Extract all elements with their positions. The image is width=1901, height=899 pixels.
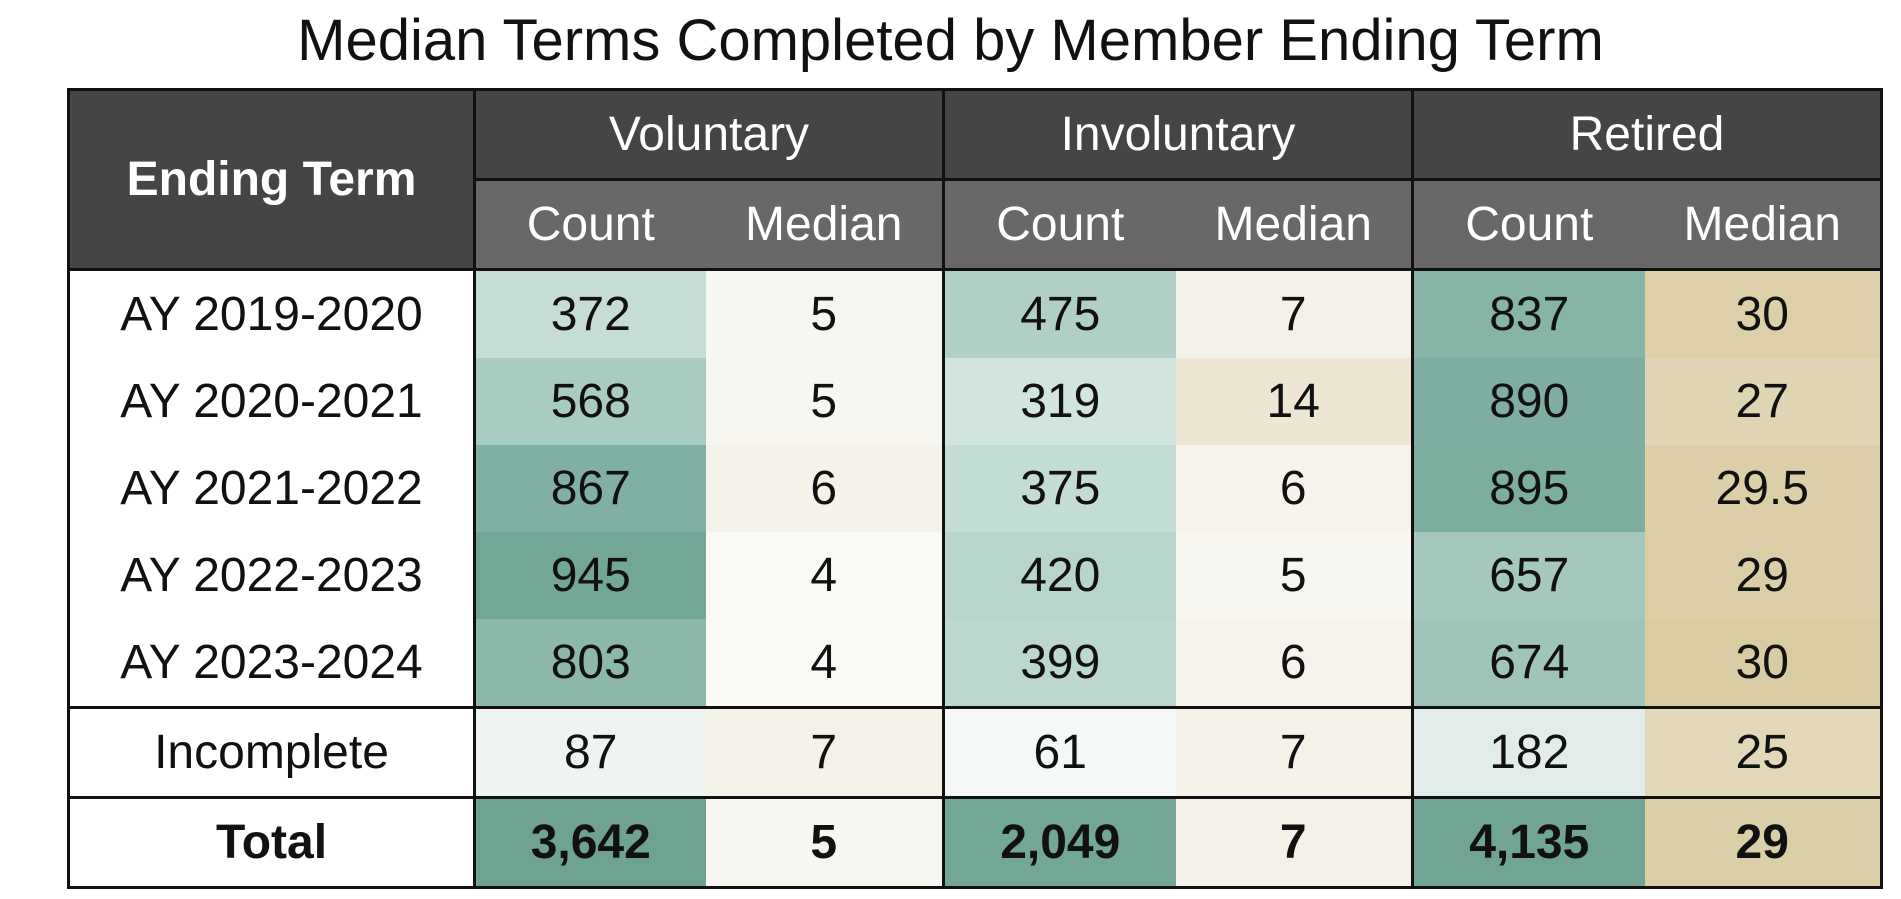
subheader-row: Count Median Count Median Count Median [69, 179, 1883, 271]
median-cell: 29.5 [1644, 445, 1883, 532]
count-cell: 319 [942, 358, 1176, 445]
count-cell: 87 [473, 706, 706, 798]
count-cell: 4,135 [1411, 796, 1645, 889]
row-label: AY 2023-2024 [67, 619, 475, 708]
median-cell: 4 [705, 532, 944, 619]
subheader: Count [473, 179, 706, 271]
table-row: AY 2023-2024 803 4 399 6 674 30 [67, 619, 1883, 708]
table-title: Median Terms Completed by Member Ending … [297, 8, 1604, 73]
table-row: AY 2022-2023 945 4 420 5 657 29 [67, 532, 1883, 619]
median-cell: 7 [1175, 796, 1413, 889]
table-row: AY 2020-2021 568 5 319 14 890 27 [67, 358, 1883, 445]
median-cell: 30 [1644, 269, 1883, 358]
row-label: AY 2019-2020 [67, 269, 475, 358]
median-cell: 5 [705, 358, 944, 445]
median-cell: 6 [1175, 619, 1413, 708]
median-cell: 5 [1175, 532, 1413, 619]
median-cell: 14 [1175, 358, 1413, 445]
row-label: Incomplete [67, 706, 475, 798]
median-cell: 5 [705, 269, 944, 358]
count-cell: 945 [473, 532, 706, 619]
group-header: Involuntary [942, 88, 1414, 181]
table-row: Total 3,642 5 2,049 7 4,135 29 [67, 796, 1883, 889]
subheader: Median [705, 179, 944, 271]
median-cell: 29 [1644, 796, 1883, 889]
count-cell: 657 [1411, 532, 1645, 619]
median-cell: 7 [1175, 269, 1413, 358]
count-cell: 61 [942, 706, 1176, 798]
median-cell: 7 [1175, 706, 1413, 798]
row-label: AY 2022-2023 [67, 532, 475, 619]
median-cell: 29 [1644, 532, 1883, 619]
row-label: Total [67, 796, 475, 889]
count-cell: 375 [942, 445, 1176, 532]
group-header: Retired [1411, 88, 1883, 181]
row-label: AY 2020-2021 [67, 358, 475, 445]
median-cell: 27 [1644, 358, 1883, 445]
median-cell: 5 [705, 796, 944, 889]
table-row: AY 2021-2022 867 6 375 6 895 29.5 [67, 445, 1883, 532]
row-label: AY 2021-2022 [67, 445, 475, 532]
median-cell: 30 [1644, 619, 1883, 708]
group-header: Voluntary [473, 88, 945, 181]
count-cell: 2,049 [942, 796, 1176, 889]
subheader: Count [1411, 179, 1645, 271]
header-cell: Ending Term [67, 88, 476, 271]
table-row: AY 2019-2020 372 5 475 7 837 30 [67, 269, 1883, 358]
subheader: Median [1644, 179, 1883, 271]
data-table: Ending Term Voluntary Involuntary Retired Co… [67, 88, 1883, 889]
subheader: Count [942, 179, 1176, 271]
median-cell: 6 [1175, 445, 1413, 532]
median-cell: 4 [705, 619, 944, 708]
subheader: Median [1175, 179, 1413, 271]
header-row: Ending Term Voluntary Involuntary Retired [67, 88, 1883, 271]
count-cell: 895 [1411, 445, 1645, 532]
count-cell: 837 [1411, 269, 1645, 358]
count-cell: 867 [473, 445, 706, 532]
median-cell: 7 [705, 706, 944, 798]
count-cell: 475 [942, 269, 1176, 358]
count-cell: 803 [473, 619, 706, 708]
count-cell: 568 [473, 358, 706, 445]
table-row: Incomplete 87 7 61 7 182 25 [67, 706, 1883, 798]
count-cell: 372 [473, 269, 706, 358]
count-cell: 674 [1411, 619, 1645, 708]
count-cell: 420 [942, 532, 1176, 619]
count-cell: 890 [1411, 358, 1645, 445]
median-cell: 25 [1644, 706, 1883, 798]
count-cell: 3,642 [473, 796, 706, 889]
median-cell: 6 [705, 445, 944, 532]
count-cell: 399 [942, 619, 1176, 708]
count-cell: 182 [1411, 706, 1645, 798]
